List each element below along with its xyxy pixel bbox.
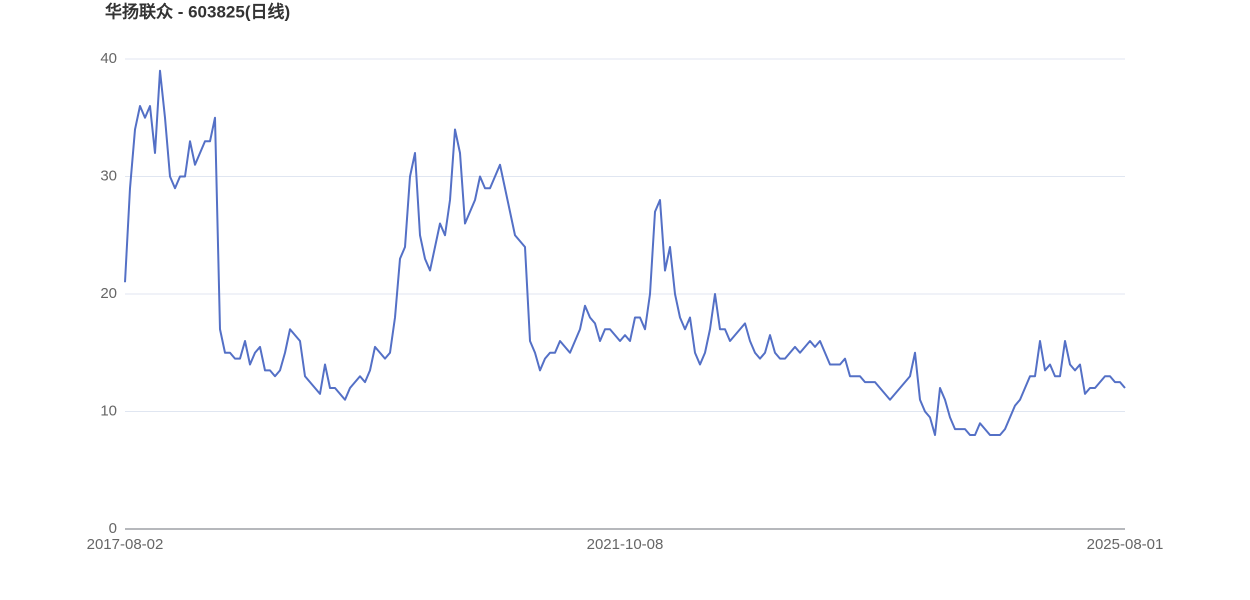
chart-title: 华扬联众 - 603825(日线)	[105, 1, 290, 21]
x-tick-label: 2017-08-02	[87, 536, 164, 553]
x-tick-label: 2021-10-08	[587, 536, 664, 553]
y-tick-label: 40	[100, 50, 117, 67]
y-tick-label: 30	[100, 167, 117, 184]
y-tick-label: 10	[100, 402, 117, 419]
x-tick-label: 2025-08-01	[1087, 536, 1164, 553]
y-tick-label: 20	[100, 285, 117, 302]
price-line	[124, 69, 1126, 436]
y-tick-label: 0	[109, 520, 117, 537]
